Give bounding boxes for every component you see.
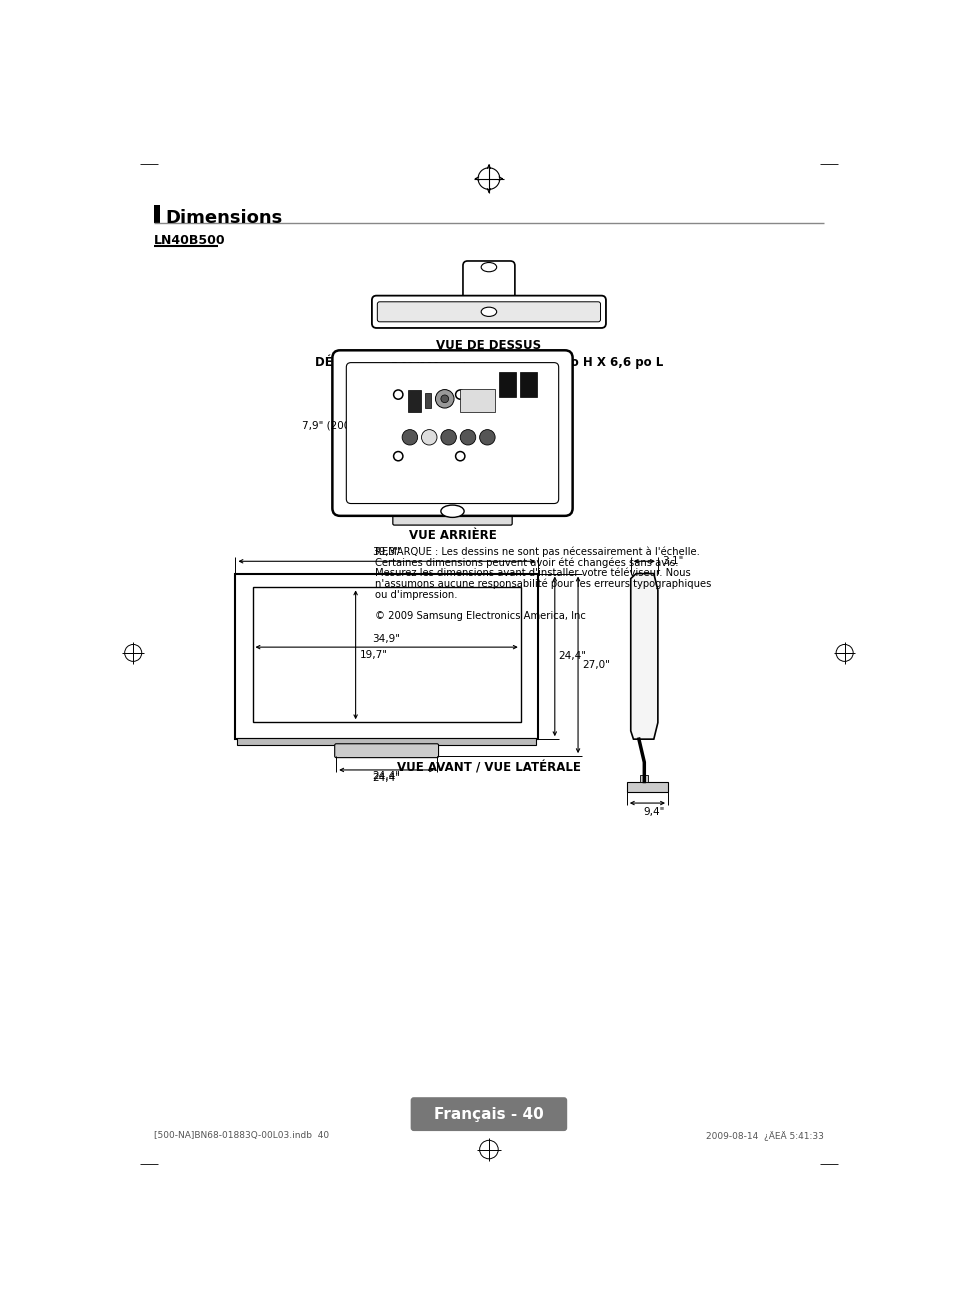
Text: 34,9": 34,9" (373, 634, 400, 644)
Text: VUE ARRIÈRE: VUE ARRIÈRE (408, 529, 496, 542)
Text: ou d'impression.: ou d'impression. (375, 589, 457, 600)
Ellipse shape (480, 308, 497, 317)
Text: 19,7": 19,7" (359, 650, 387, 660)
Text: FRONT
AUDIO IN: FRONT AUDIO IN (456, 368, 474, 376)
Bar (253, 588, 520, 722)
Text: PC IN: PC IN (471, 396, 483, 401)
Text: © 2009 Samsung Electronics America, Inc: © 2009 Samsung Electronics America, Inc (375, 611, 585, 621)
Bar (236, 739, 536, 746)
Circle shape (440, 430, 456, 444)
Text: 9,4": 9,4" (642, 807, 663, 817)
Bar (235, 573, 537, 739)
Circle shape (440, 394, 448, 402)
FancyBboxPatch shape (410, 1097, 567, 1131)
Text: COMPONENT IN (AV IN): COMPONENT IN (AV IN) (445, 446, 493, 450)
Text: Certaines dimensions peuvent avoir été changées sans avis.: Certaines dimensions peuvent avoir été c… (375, 558, 678, 568)
Bar (154, 205, 159, 224)
Bar (626, 781, 667, 792)
Circle shape (479, 430, 495, 444)
Text: LN40B500: LN40B500 (154, 234, 226, 247)
Text: Français - 40: Français - 40 (434, 1107, 543, 1122)
Text: ANT IN: ANT IN (437, 368, 451, 372)
Text: 39,3": 39,3" (373, 547, 400, 558)
Bar (639, 776, 647, 781)
Text: DÉTAILS DU PANNEAU DE PRISES 3,7 po H X 6,6 po L: DÉTAILS DU PANNEAU DE PRISES 3,7 po H X … (314, 355, 662, 370)
Text: VUE AVANT / VUE LATÉRALE: VUE AVANT / VUE LATÉRALE (396, 761, 580, 775)
Text: 7,9" (200 mm): 7,9" (200 mm) (391, 362, 467, 371)
Bar (424, 393, 431, 408)
Text: VUE DE DESSUS: VUE DE DESSUS (436, 339, 541, 351)
Text: 24,4": 24,4" (373, 771, 400, 781)
Circle shape (456, 451, 464, 460)
Circle shape (402, 430, 417, 444)
Text: Mesurez les dimensions avant d'installer votre téléviseur. Nous: Mesurez les dimensions avant d'installer… (375, 568, 690, 579)
FancyBboxPatch shape (332, 350, 572, 515)
Text: 24,4": 24,4" (558, 651, 586, 661)
FancyBboxPatch shape (393, 513, 512, 525)
Text: 2009-08-14  ¿ÄEÄ 5:41:33: 2009-08-14 ¿ÄEÄ 5:41:33 (705, 1131, 822, 1140)
FancyBboxPatch shape (377, 301, 599, 322)
Circle shape (394, 391, 402, 400)
Circle shape (421, 430, 436, 444)
Text: n'assumons aucune responsabilité pour les erreurs typographiques: n'assumons aucune responsabilité pour le… (375, 579, 711, 589)
Bar (407, 391, 421, 412)
Text: REMARQUE : Les dessins ne sont pas nécessairement à l'échelle.: REMARQUE : Les dessins ne sont pas néces… (375, 547, 700, 558)
Polygon shape (630, 573, 658, 739)
FancyBboxPatch shape (462, 260, 515, 309)
Bar (498, 372, 516, 397)
Text: 7,9" (200 mm): 7,9" (200 mm) (301, 421, 377, 430)
FancyBboxPatch shape (335, 744, 438, 757)
Ellipse shape (480, 263, 497, 272)
Circle shape (394, 451, 402, 460)
Circle shape (459, 430, 476, 444)
FancyBboxPatch shape (372, 296, 605, 327)
Text: 3,1": 3,1" (661, 556, 682, 567)
FancyBboxPatch shape (346, 363, 558, 504)
Circle shape (456, 391, 464, 400)
Bar (459, 389, 495, 412)
Circle shape (435, 389, 454, 408)
Text: DIGITAL
AUDIO OUT
(OPTICAL): DIGITAL AUDIO OUT (OPTICAL) (407, 368, 430, 381)
Text: 27,0": 27,0" (581, 660, 609, 669)
Bar (519, 372, 537, 397)
Ellipse shape (440, 505, 464, 517)
Text: 24,4": 24,4" (373, 773, 400, 782)
Bar (397, 366, 541, 454)
Text: [500-NA]BN68-01883Q-00L03.indb  40: [500-NA]BN68-01883Q-00L03.indb 40 (154, 1131, 329, 1140)
Text: Dimensions: Dimensions (165, 209, 282, 227)
